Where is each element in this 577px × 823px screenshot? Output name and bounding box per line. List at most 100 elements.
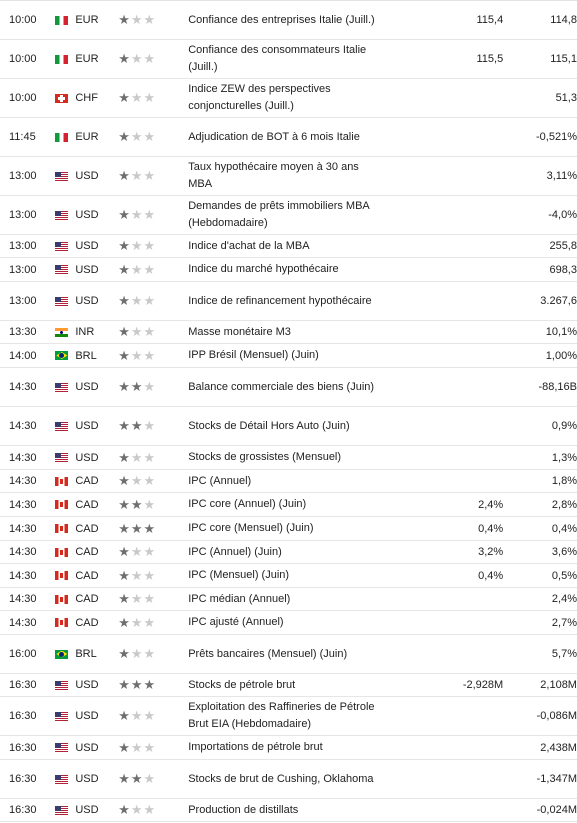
- event-name-link[interactable]: IPC médian (Annuel): [188, 592, 291, 605]
- table-row[interactable]: 10:00 CHF ★★★ Indice ZEW des perspective…: [0, 79, 577, 118]
- event-name-link[interactable]: Taux hypothécaire moyen à 30 ans MBA: [188, 161, 359, 190]
- table-row[interactable]: 13:00 USD ★★★ Indice du marché hypothéca…: [0, 258, 577, 282]
- table-row[interactable]: 13:00 USD ★★★ Indice de refinancement hy…: [0, 282, 577, 321]
- event-name-link[interactable]: IPC core (Annuel) (Juin): [188, 498, 307, 510]
- event-name-link[interactable]: Indice de refinancement hypothécaire: [188, 294, 372, 307]
- event-name-link[interactable]: Confiance des consommateurs Italie (Juil…: [188, 44, 367, 73]
- star-empty-icon: ★: [130, 238, 144, 253]
- event-name-link[interactable]: Masse monétaire M3: [188, 325, 291, 338]
- event-name-link[interactable]: Indice ZEW des perspectives conjoncturel…: [188, 83, 331, 112]
- event-name-link[interactable]: Demandes de prêts immobiliers MBA (Hebdo…: [188, 200, 370, 229]
- table-row[interactable]: 13:00 USD ★★★ Taux hypothécaire moyen à …: [0, 157, 577, 196]
- importance-stars: ★★★: [110, 238, 188, 254]
- event-name-link[interactable]: Importations de pétrole brut: [188, 741, 323, 753]
- table-row[interactable]: 14:30 CAD ★★★ IPC ajusté (Annuel) 2,7%: [0, 611, 577, 635]
- table-row[interactable]: 16:30 USD ★★★ Stocks de pétrole brut -2,…: [0, 674, 577, 697]
- currency-cell: USD: [55, 679, 110, 691]
- previous-value: 1,8%: [551, 475, 577, 487]
- table-row[interactable]: 14:30 CAD ★★★ IPC (Annuel) (Juin) 3,2% 3…: [0, 541, 577, 564]
- event-name-link[interactable]: Balance commerciale des biens (Juin): [188, 380, 375, 393]
- event-time: 10:00: [9, 92, 37, 104]
- table-row[interactable]: 13:00 USD ★★★ Demandes de prêts immobili…: [0, 196, 577, 235]
- currency-cell: USD: [55, 420, 110, 432]
- forecast-value: 0,4%: [478, 522, 504, 535]
- table-row[interactable]: 14:30 USD ★★★ Stocks de Détail Hors Auto…: [0, 407, 577, 446]
- star-filled-icon: ★: [118, 238, 131, 253]
- table-row[interactable]: 14:30 USD ★★★ Balance commerciale des bi…: [0, 368, 577, 407]
- event-name-link[interactable]: Adjudication de BOT à 6 mois Italie: [188, 130, 360, 143]
- table-row[interactable]: 10:00 EUR ★★★ Confiance des consommateur…: [0, 40, 577, 79]
- event-time: 14:30: [9, 498, 37, 511]
- table-row[interactable]: 16:30 USD ★★★ Exploitation des Raffineri…: [0, 697, 577, 736]
- event-name-link[interactable]: IPC (Annuel) (Juin): [188, 545, 282, 558]
- star-empty-icon: ★: [143, 261, 157, 277]
- event-time: 14:30: [9, 593, 37, 605]
- event-name-link[interactable]: Prêts bancaires (Mensuel) (Juin): [188, 647, 348, 660]
- star-empty-icon: ★: [130, 90, 144, 105]
- country-flag-icon: [55, 296, 69, 306]
- importance-stars: ★★★: [110, 12, 188, 28]
- table-row[interactable]: 14:30 CAD ★★★ IPC core (Mensuel) (Juin) …: [0, 517, 577, 541]
- event-name-link[interactable]: Confiance des entreprises Italie (Juill.…: [188, 13, 375, 26]
- table-row[interactable]: 16:30 USD ★★★ Stocks de brut de Cushing,…: [0, 760, 577, 799]
- importance-stars: ★★★: [110, 51, 188, 67]
- star-filled-icon: ★: [118, 520, 131, 536]
- event-name-link[interactable]: IPC (Annuel): [188, 474, 252, 487]
- previous-value: 115,1: [550, 53, 577, 65]
- currency-cell: INR: [55, 326, 110, 338]
- previous-value: 2,438M: [540, 741, 577, 754]
- table-row[interactable]: 16:00 BRL ★★★ Prêts bancaires (Mensuel) …: [0, 635, 577, 674]
- event-time: 13:00: [9, 170, 37, 182]
- event-name-link[interactable]: Indice du marché hypothécaire: [188, 263, 339, 275]
- currency-code: USD: [75, 741, 99, 754]
- star-filled-icon: ★: [118, 324, 131, 339]
- forecast-value: 115,4: [476, 14, 504, 26]
- event-time: 14:30: [9, 569, 37, 582]
- event-name-link[interactable]: IPP Brésil (Mensuel) (Juin): [188, 349, 319, 361]
- star-empty-icon: ★: [143, 544, 157, 559]
- event-name-link[interactable]: Exploitation des Raffineries de Pétrole …: [188, 701, 375, 730]
- previous-value: 10,1%: [545, 326, 577, 338]
- star-filled-icon: ★: [118, 51, 131, 66]
- table-row[interactable]: 14:00 BRL ★★★ IPP Brésil (Mensuel) (Juin…: [0, 344, 577, 368]
- importance-stars: ★★★: [110, 473, 188, 489]
- importance-stars: ★★★: [110, 418, 188, 434]
- table-row[interactable]: 16:30 USD ★★★ Importations de pétrole br…: [0, 736, 577, 760]
- importance-stars: ★★★: [110, 90, 188, 106]
- table-row[interactable]: 16:30 USD ★★★ Production de distillats -…: [0, 799, 577, 822]
- table-row[interactable]: 14:30 CAD ★★★ IPC (Mensuel) (Juin) 0,4% …: [0, 564, 577, 588]
- star-filled-icon: ★: [118, 496, 131, 512]
- star-empty-icon: ★: [130, 12, 144, 27]
- star-empty-icon: ★: [130, 449, 144, 465]
- star-empty-icon: ★: [130, 614, 144, 630]
- previous-value: -4,0%: [548, 209, 577, 221]
- star-filled-icon: ★: [118, 677, 131, 692]
- event-name-link[interactable]: Indice d'achat de la MBA: [188, 239, 310, 252]
- table-row[interactable]: 14:30 CAD ★★★ IPC médian (Annuel) 2,4%: [0, 588, 577, 611]
- event-name-link[interactable]: Stocks de Détail Hors Auto (Juin): [188, 419, 350, 432]
- event-name-link[interactable]: Stocks de brut de Cushing, Oklahoma: [188, 772, 374, 785]
- event-name-link[interactable]: IPC core (Mensuel) (Juin): [188, 522, 314, 534]
- importance-stars: ★★★: [110, 497, 188, 513]
- table-row[interactable]: 13:00 USD ★★★ Indice d'achat de la MBA 2…: [0, 235, 577, 258]
- table-row[interactable]: 14:30 CAD ★★★ IPC (Annuel) 1,8%: [0, 470, 577, 493]
- table-row[interactable]: 13:30 INR ★★★ Masse monétaire M3 10,1%: [0, 321, 577, 344]
- event-name-link[interactable]: Production de distillats: [188, 803, 299, 816]
- star-empty-icon: ★: [143, 496, 157, 512]
- star-empty-icon: ★: [143, 207, 157, 222]
- previous-value: 0,9%: [551, 420, 577, 432]
- star-filled-icon: ★: [118, 207, 131, 222]
- table-row[interactable]: 14:30 USD ★★★ Stocks de grossistes (Mens…: [0, 446, 577, 470]
- event-name-link[interactable]: IPC ajusté (Annuel): [188, 616, 284, 628]
- star-empty-icon: ★: [143, 293, 157, 308]
- table-row[interactable]: 11:45 EUR ★★★ Adjudication de BOT à 6 mo…: [0, 118, 577, 157]
- event-time: 13:30: [9, 326, 37, 338]
- event-name-link[interactable]: Stocks de pétrole brut: [188, 678, 296, 691]
- currency-code: EUR: [75, 14, 99, 26]
- star-empty-icon: ★: [130, 567, 144, 583]
- table-row[interactable]: 14:30 CAD ★★★ IPC core (Annuel) (Juin) 2…: [0, 493, 577, 517]
- event-name-link[interactable]: IPC (Mensuel) (Juin): [188, 569, 290, 581]
- table-row[interactable]: 10:00 EUR ★★★ Confiance des entreprises …: [0, 1, 577, 40]
- country-flag-icon: [55, 571, 69, 580]
- event-name-link[interactable]: Stocks de grossistes (Mensuel): [188, 451, 342, 463]
